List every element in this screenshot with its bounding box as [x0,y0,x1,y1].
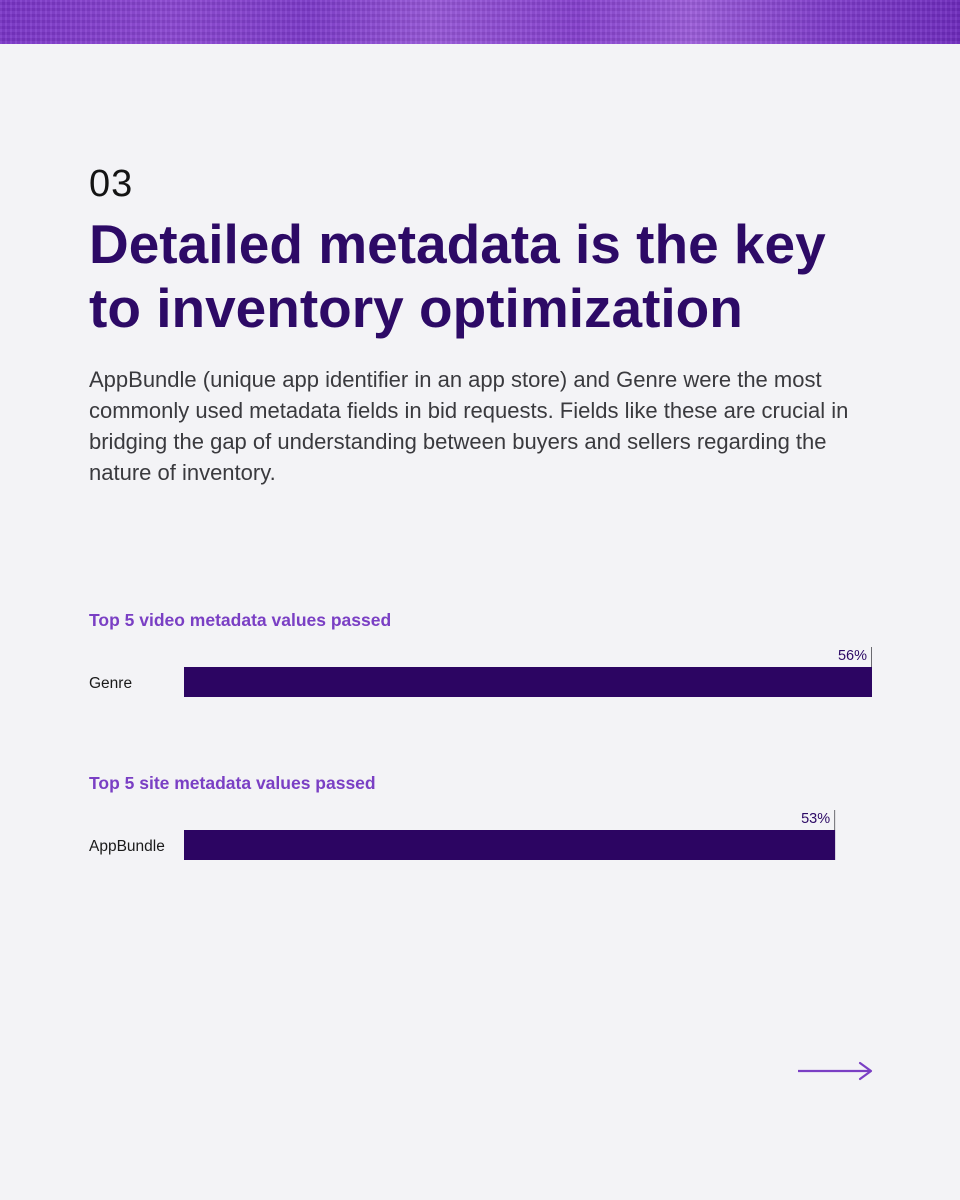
section-number: 03 [89,163,134,205]
page-title: Detailed metadata is the key to inventor… [89,213,826,339]
bar [184,830,836,860]
chart-title-site: Top 5 site metadata values passed [89,773,376,793]
bar-category-label: AppBundle [89,838,165,855]
bar [184,667,872,697]
bar-value-label: 53% [801,811,830,827]
bar-value-label: 56% [838,648,867,664]
chart-title-video: Top 5 video metadata values passed [89,610,392,630]
top-decorative-band [0,0,960,44]
bar-category-label: Genre [89,675,132,692]
body-paragraph: AppBundle (unique app identifier in an a… [89,367,849,485]
arrow-right-icon[interactable] [798,1061,874,1081]
